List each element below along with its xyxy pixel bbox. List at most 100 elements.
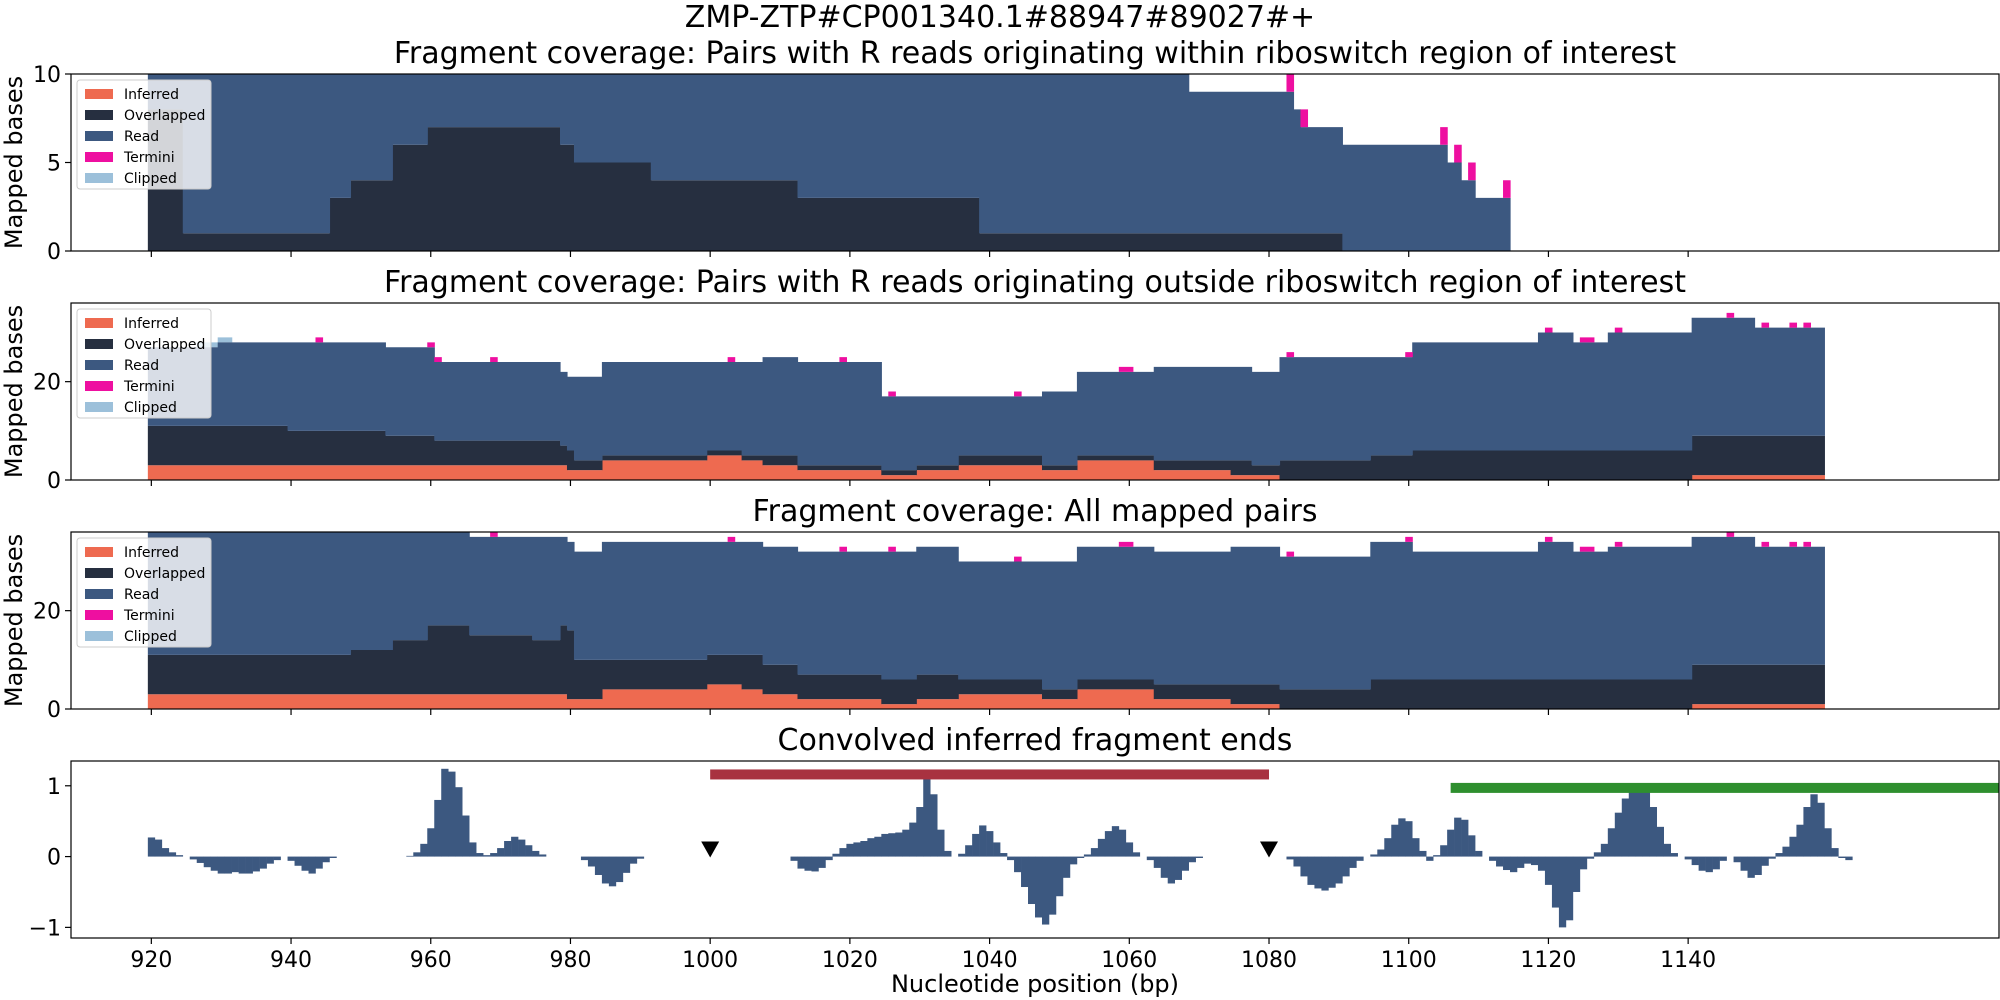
conv-bar <box>1642 791 1651 857</box>
panel-title: Fragment coverage: Pairs with R reads or… <box>384 265 1686 300</box>
conv-bar <box>853 842 861 857</box>
conv-bar <box>147 837 156 857</box>
conv-bar <box>601 856 610 884</box>
conv-bar <box>1607 828 1616 857</box>
conv-bar <box>539 854 547 857</box>
legend-label-clipped: Clipped <box>124 400 177 416</box>
legend-swatch-overlapped <box>85 339 113 349</box>
conv-bar <box>587 856 596 867</box>
y-tick-label: 0 <box>47 846 61 871</box>
conv-bar <box>958 853 966 857</box>
conv-bar <box>1097 838 1106 857</box>
legend-label-termini: Termini <box>123 608 175 624</box>
conv-bar <box>420 843 428 857</box>
y-tick-label: 0 <box>47 240 61 265</box>
legend-label-read: Read <box>124 358 159 374</box>
conv-bar <box>1307 856 1315 885</box>
conv-bar <box>1069 856 1078 865</box>
down-triangle-marker <box>701 841 720 858</box>
panel-title: Fragment coverage: All mapped pairs <box>753 494 1318 529</box>
conv-bar <box>168 852 177 857</box>
conv-bar <box>413 852 421 857</box>
legend-label-overlapped: Overlapped <box>124 108 205 124</box>
region-bar-red <box>710 769 1270 780</box>
conv-bar <box>1579 856 1588 870</box>
x-tick-label: 980 <box>549 948 591 973</box>
conv-bar <box>518 839 526 857</box>
conv-bar <box>1377 849 1385 857</box>
legend-swatch-termini <box>85 610 113 620</box>
axes-frame <box>70 531 2000 710</box>
conv-bar <box>1475 850 1483 857</box>
conv-bar <box>867 838 875 857</box>
legend-label-overlapped: Overlapped <box>124 337 205 353</box>
series-read <box>147 532 1825 690</box>
legend-swatch-termini <box>85 152 113 162</box>
region-bar-green <box>1450 782 1999 793</box>
plot-area <box>147 768 1999 928</box>
conv-bar <box>1328 856 1336 888</box>
legend-label-inferred: Inferred <box>124 316 179 332</box>
y-axis-label: Mapped bases <box>0 534 28 707</box>
conv-bar <box>1021 856 1029 888</box>
conv-bar <box>790 856 798 861</box>
legend-swatch-inferred <box>85 547 113 557</box>
conv-bar <box>406 855 414 857</box>
conv-bar <box>1321 856 1329 891</box>
conv-bar <box>797 856 805 869</box>
conv-bar <box>1510 856 1518 873</box>
conv-bar <box>1614 812 1623 857</box>
conv-bar <box>1496 856 1504 867</box>
legend: Inferred Overlapped Read Termini Clipped <box>76 537 212 648</box>
x-tick-label: 1120 <box>1520 948 1576 973</box>
conv-bar <box>1160 856 1169 878</box>
conv-bar <box>1517 856 1525 868</box>
conv-bar <box>1335 856 1343 884</box>
y-axis-label: Mapped bases <box>0 305 28 478</box>
conv-bar <box>811 856 819 872</box>
conv-bar <box>1503 856 1511 871</box>
series-overlapped <box>147 425 1825 480</box>
y-tick-label: 5 <box>47 152 61 177</box>
conv-bar <box>1440 845 1448 857</box>
conv-bar <box>1705 856 1713 873</box>
conv-bar <box>1398 818 1406 857</box>
series-clipped <box>197 527 233 532</box>
conv-bar <box>1558 856 1567 928</box>
conv-bar <box>1035 856 1043 918</box>
conv-bar <box>937 829 945 857</box>
conv-bar <box>1118 829 1127 857</box>
conv-bar <box>154 839 163 857</box>
conv-bar <box>1433 855 1441 857</box>
series-overlapped <box>147 625 1825 709</box>
conv-bar <box>636 856 645 859</box>
conv-bar <box>1831 848 1839 857</box>
x-tick-label: 1020 <box>822 948 878 973</box>
conv-bar <box>979 825 987 857</box>
legend-swatch-read <box>85 589 113 599</box>
conv-bar <box>483 855 491 857</box>
conv-bar <box>231 856 239 873</box>
conv-bar <box>1719 856 1727 861</box>
conv-bar <box>1768 856 1776 859</box>
conv-bar <box>1537 856 1546 871</box>
conv-bar <box>1670 853 1678 857</box>
conv-bar <box>532 850 540 857</box>
axes-frame <box>70 760 2000 939</box>
panel-title: Fragment coverage: Pairs with R reads or… <box>394 36 1677 71</box>
conv-bar <box>1405 821 1413 857</box>
x-tick-label: 1000 <box>682 948 738 973</box>
x-tick-label: 1060 <box>1101 948 1157 973</box>
legend-label-read: Read <box>124 129 159 145</box>
conv-bar <box>986 831 994 857</box>
conv-bar <box>1649 807 1658 857</box>
x-tick-label: 1140 <box>1660 948 1716 973</box>
conv-bar <box>469 842 477 857</box>
conv-bar <box>1293 856 1301 867</box>
conv-bar <box>902 829 910 857</box>
conv-bar <box>322 856 330 863</box>
conv-bar <box>1810 794 1818 857</box>
conv-bar <box>294 856 302 866</box>
conv-bar <box>497 848 505 857</box>
